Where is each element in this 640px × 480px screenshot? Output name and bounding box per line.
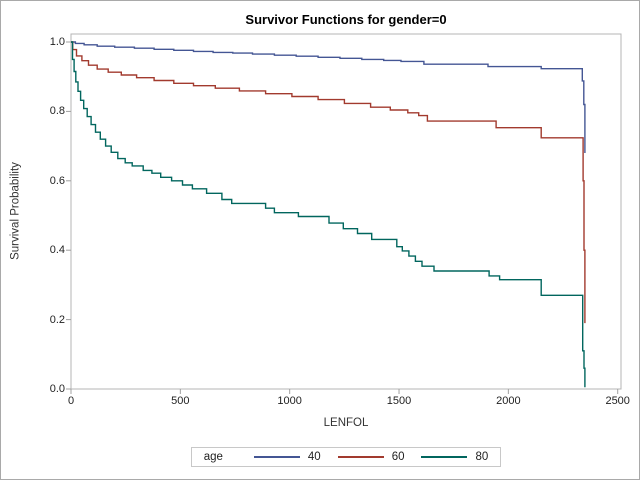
series-path-age-40 xyxy=(71,41,586,153)
legend-row: age 40 60 80 xyxy=(71,447,621,467)
x-tick-label: 0 xyxy=(67,395,75,407)
x-tick-label: 1500 xyxy=(386,395,412,407)
y-axis-title: Survival Probability xyxy=(9,162,22,260)
y-tick-label: 0.4 xyxy=(49,244,65,257)
y-tick-label: 0.0 xyxy=(49,383,65,395)
y-tick-label: 1.0 xyxy=(49,36,65,48)
legend-entry-age-40: 40 xyxy=(253,451,321,463)
chart-title: Survivor Functions for gender=0 xyxy=(245,12,447,27)
legend-line-swatch xyxy=(421,456,468,458)
x-tick-label: 500 xyxy=(171,395,190,407)
legend-line-swatch xyxy=(253,456,300,458)
y-tick-label: 0.2 xyxy=(49,313,65,326)
x-tick-label: 2500 xyxy=(605,395,630,407)
legend-entry-age-60: 60 xyxy=(337,451,405,463)
x-tick-label: 1000 xyxy=(277,395,302,407)
y-tick-label: 0.6 xyxy=(49,174,65,187)
legend-line-swatch xyxy=(337,456,384,458)
series-path-age-60 xyxy=(71,41,586,324)
legend-entry-label: 60 xyxy=(391,451,405,463)
legend-entry-label: 80 xyxy=(475,451,489,463)
x-tick-label: 2000 xyxy=(496,395,521,407)
series-path-age-80 xyxy=(71,41,586,388)
y-tick-label: 0.8 xyxy=(49,105,65,118)
legend-entry-label: 40 xyxy=(307,451,321,463)
x-axis-title: LENFOL xyxy=(323,417,369,429)
legend-entry-age-80: 80 xyxy=(421,451,488,463)
plot-frame xyxy=(70,33,622,390)
legend-box: age 40 60 80 xyxy=(190,447,502,467)
legend-title: age xyxy=(203,451,223,463)
